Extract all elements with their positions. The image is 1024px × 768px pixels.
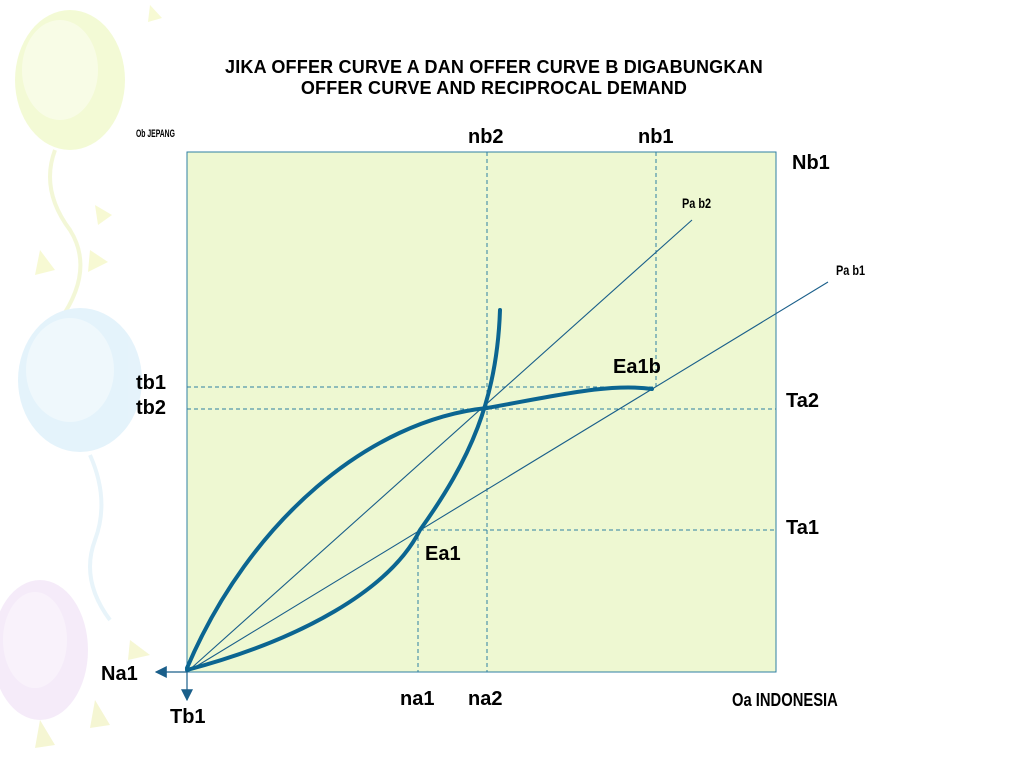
price-line-pab1 [186, 281, 829, 673]
label-Na1: Na1 [101, 663, 138, 685]
label-nb1: nb1 [638, 126, 674, 148]
label-na2: na2 [468, 688, 503, 710]
label-ob-origin: Ob JEPANG [136, 128, 175, 140]
label-pab2: Pa b2 [682, 195, 712, 211]
label-tb1: tb1 [136, 372, 166, 394]
label-Ta2: Ta2 [786, 390, 819, 412]
title-line-1: JIKA OFFER CURVE A DAN OFFER CURVE B DIG… [225, 57, 763, 77]
label-Tb1: Tb1 [170, 706, 206, 728]
label-Ta1: Ta1 [786, 517, 819, 539]
label-na1: na1 [400, 688, 435, 710]
offer-curve-b [185, 308, 502, 672]
offer-curve-a [185, 385, 654, 670]
label-ea1: Ea1 [425, 543, 461, 565]
label-pab1: Pa b1 [836, 262, 866, 278]
label-Nb1: Nb1 [792, 152, 830, 174]
label-tb2: tb2 [136, 397, 166, 419]
title-line-2: OFFER CURVE AND RECIPROCAL DEMAND [300, 78, 688, 98]
label-oa-origin: Oa INDONESIA [732, 690, 838, 710]
price-line-pab2 [186, 219, 693, 673]
label-nb2: nb2 [468, 126, 504, 148]
label-ea1b: Ea1b [613, 356, 661, 378]
